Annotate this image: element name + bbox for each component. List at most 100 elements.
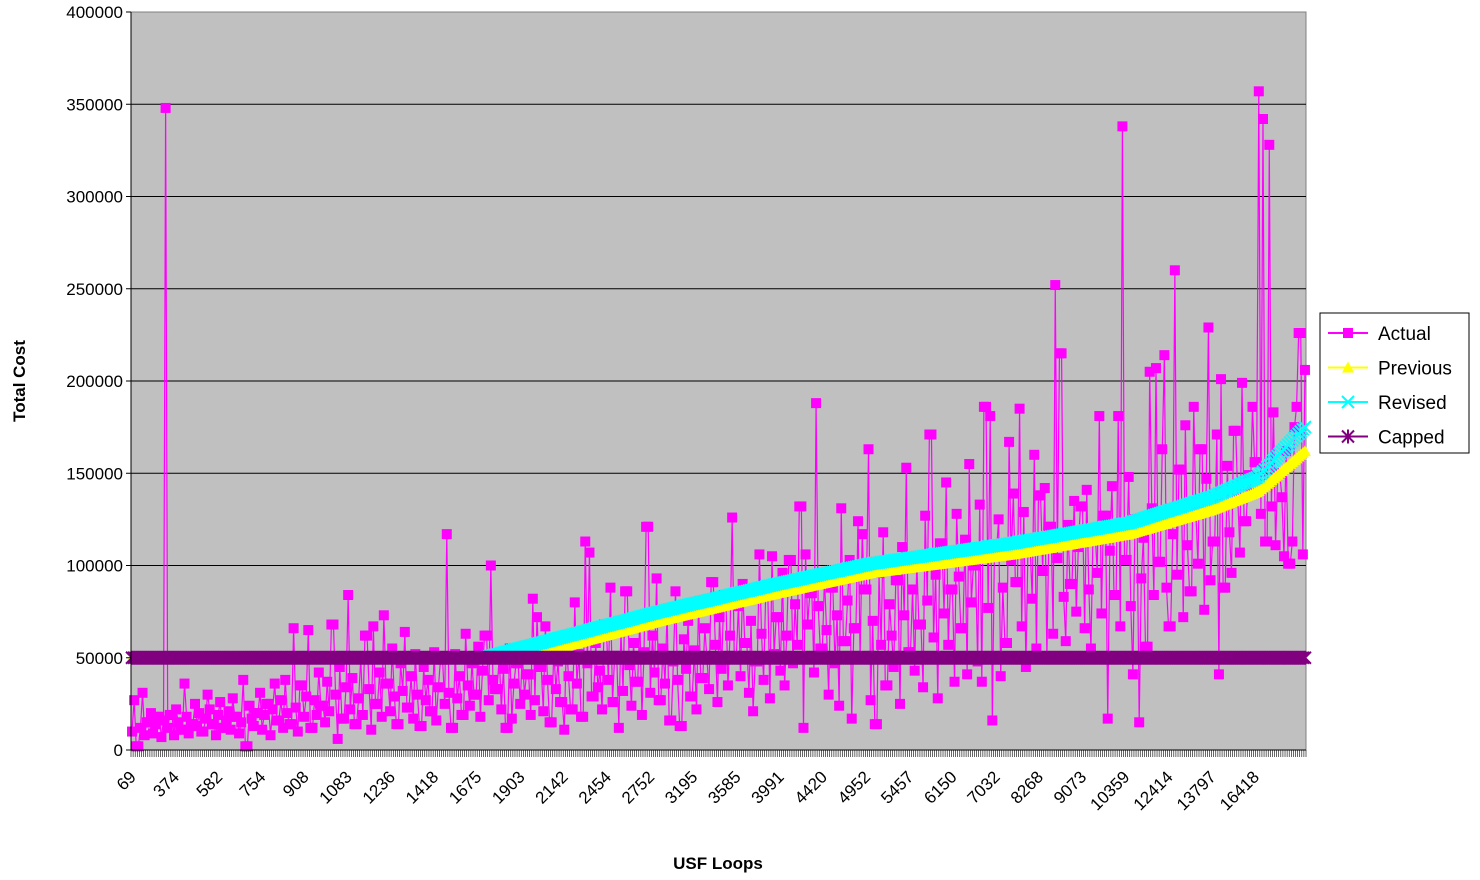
marker-actual (636, 709, 647, 720)
marker-actual (1018, 506, 1029, 517)
marker-actual (894, 698, 905, 709)
marker-actual (1029, 449, 1040, 460)
marker-actual (502, 722, 513, 733)
marker-actual (580, 536, 591, 547)
marker-previous (1342, 361, 1354, 373)
marker-actual (150, 719, 161, 730)
x-tick-label: 5457 (877, 767, 917, 807)
x-axis-title: USF Loops (673, 854, 763, 873)
x-tick-label: 1083 (316, 767, 356, 807)
marker-actual (179, 678, 190, 689)
x-tick-label: 582 (193, 767, 226, 800)
x-tick-label: 10359 (1087, 767, 1134, 814)
marker-actual (532, 612, 543, 623)
marker-actual (244, 700, 255, 711)
marker-actual (269, 678, 280, 689)
marker-actual (345, 704, 356, 715)
marker-actual (594, 665, 605, 676)
marker-actual (878, 527, 889, 538)
marker-actual (1081, 484, 1092, 495)
marker-actual (282, 708, 293, 719)
marker-actual (915, 619, 926, 630)
marker-actual (775, 665, 786, 676)
x-tick-label: 754 (236, 767, 269, 800)
marker-actual (592, 682, 603, 693)
marker-actual (1222, 460, 1233, 471)
marker-capped (1341, 429, 1355, 444)
marker-actual (643, 521, 654, 532)
marker-actual (1092, 567, 1103, 578)
marker-actual (882, 680, 893, 691)
marker-actual (133, 741, 144, 752)
marker-actual (399, 626, 410, 637)
marker-actual (200, 713, 211, 724)
marker-actual (1027, 593, 1038, 604)
marker-actual (475, 711, 486, 722)
marker-actual (1117, 121, 1128, 132)
marker-actual (1037, 566, 1048, 577)
marker-actual (1069, 495, 1080, 506)
marker-actual (741, 637, 752, 648)
marker-actual (1048, 628, 1059, 639)
marker-actual (1039, 483, 1050, 494)
marker-actual (1083, 584, 1094, 595)
marker-actual (1111, 590, 1122, 601)
marker-actual (477, 665, 488, 676)
marker-actual (796, 501, 807, 512)
marker-actual (976, 676, 987, 687)
marker-actual (853, 516, 864, 527)
marker-actual (303, 625, 314, 636)
marker-actual (607, 697, 618, 708)
marker-actual (764, 693, 775, 704)
marker-actual (129, 695, 140, 706)
marker-actual (362, 630, 373, 641)
y-tick-label: 100000 (66, 557, 123, 576)
marker-actual (324, 706, 335, 717)
marker-actual (710, 639, 721, 650)
marker-actual (536, 661, 547, 672)
marker-actual (867, 615, 878, 626)
marker-actual (1014, 403, 1025, 414)
marker-actual (420, 695, 431, 706)
marker-actual (657, 643, 668, 654)
marker-actual (689, 645, 700, 656)
x-tick-label: 1236 (359, 767, 399, 807)
marker-actual (756, 628, 767, 639)
marker-actual (225, 724, 236, 735)
marker-actual (408, 713, 419, 724)
marker-actual (1251, 457, 1262, 468)
marker-actual (452, 693, 463, 704)
marker-actual (1096, 608, 1107, 619)
legend-item-revised: Revised (1328, 393, 1447, 414)
y-tick-label: 350000 (66, 95, 123, 114)
marker-actual (219, 722, 230, 733)
marker-actual (949, 676, 960, 687)
marker-actual (960, 534, 971, 545)
marker-actual (385, 706, 396, 717)
marker-actual (716, 663, 727, 674)
marker-actual (863, 444, 874, 455)
marker-actual (966, 597, 977, 608)
marker-actual (156, 732, 167, 743)
marker-actual (330, 689, 341, 700)
marker-actual (1201, 473, 1212, 484)
marker-actual (215, 697, 226, 708)
marker-actual (983, 602, 994, 613)
marker-actual (223, 706, 234, 717)
marker-actual (487, 674, 498, 685)
marker-actual (267, 704, 278, 715)
marker-actual (366, 724, 377, 735)
marker-actual (192, 721, 203, 732)
marker-actual (137, 687, 148, 698)
marker-actual (351, 719, 362, 730)
marker-previous (1298, 445, 1311, 457)
marker-actual (861, 584, 872, 595)
marker-actual (1020, 661, 1031, 672)
marker-actual (406, 671, 417, 682)
marker-actual (871, 719, 882, 730)
marker-actual (338, 713, 349, 724)
marker-actual (317, 700, 328, 711)
marker-actual (886, 630, 897, 641)
marker-actual (538, 706, 549, 717)
marker-actual (127, 726, 138, 737)
